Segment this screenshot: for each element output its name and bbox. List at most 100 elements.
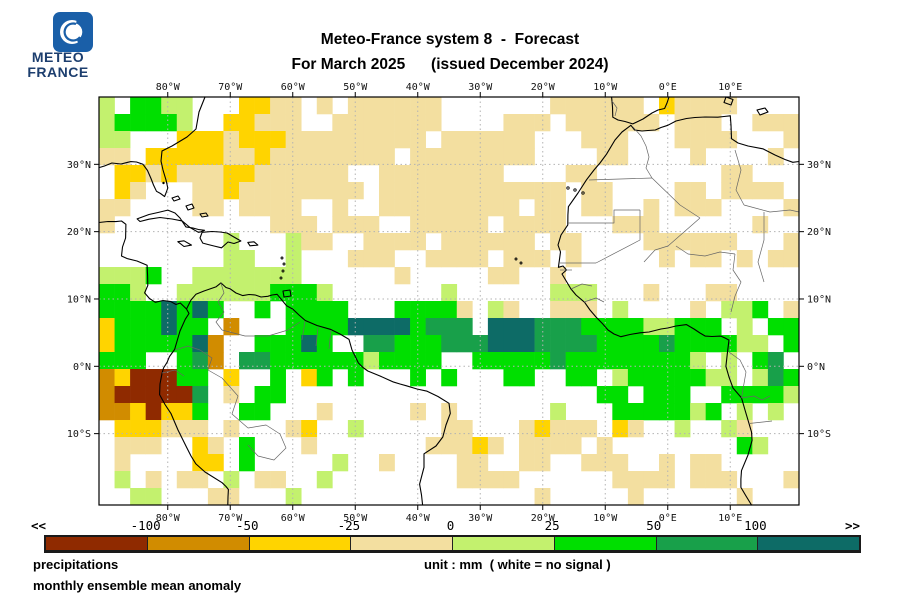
anomaly-cell <box>394 301 411 319</box>
anomaly-cell <box>690 301 706 319</box>
anomaly-cell <box>659 386 675 404</box>
anomaly-cell <box>285 420 302 438</box>
anomaly-cell <box>519 437 535 455</box>
anomaly-cell <box>99 267 115 285</box>
anomaly-cell <box>114 267 131 285</box>
anomaly-cell <box>145 148 162 166</box>
anomaly-cell <box>223 267 240 285</box>
anomaly-cell <box>456 471 473 489</box>
anomaly-cell <box>301 369 318 387</box>
anomaly-cell <box>207 148 224 166</box>
anomaly-cell <box>379 97 395 115</box>
anomaly-cell <box>161 420 178 438</box>
africa-west-coast <box>557 124 753 506</box>
anomaly-cell <box>441 199 458 217</box>
anomaly-cell <box>627 420 644 438</box>
anomaly-cell <box>394 165 411 183</box>
anomaly-cell <box>659 352 675 370</box>
anomaly-cell <box>316 369 333 387</box>
anomaly-cell <box>410 403 426 421</box>
anomaly-cell <box>441 165 458 183</box>
lake-okeechobee <box>162 181 165 185</box>
anomaly-cell <box>783 369 800 387</box>
anomaly-cell <box>783 199 800 217</box>
anomaly-cell <box>456 301 473 319</box>
anomaly-cell <box>99 131 115 149</box>
anomaly-cell <box>379 182 395 200</box>
anomaly-cell <box>239 148 255 166</box>
anomaly-cell <box>239 199 255 217</box>
anomaly-cell <box>690 352 706 370</box>
anomaly-cell <box>674 335 691 353</box>
anomaly-cell <box>145 420 162 438</box>
anomaly-cell <box>472 437 489 455</box>
anomaly-cell <box>347 148 364 166</box>
anomaly-cell <box>519 420 535 438</box>
colorbar-segment <box>554 537 657 550</box>
anomaly-cell <box>130 301 146 319</box>
anomaly-cell <box>550 403 566 421</box>
anomaly-cell <box>612 352 629 370</box>
anomaly-cell <box>254 267 271 285</box>
anomaly-cell <box>674 131 691 149</box>
anomaly-cell <box>176 420 193 438</box>
anomaly-cell <box>410 369 426 387</box>
anomaly-cell <box>114 199 131 217</box>
axis-tick-label: 10°S <box>807 429 831 440</box>
anomaly-cell <box>145 318 162 336</box>
anomaly-cell <box>550 352 566 370</box>
axis-tick-label: 30°N <box>67 160 91 171</box>
colorbar-segment <box>147 537 250 550</box>
anomaly-cell <box>99 148 115 166</box>
anomaly-cell <box>254 403 271 421</box>
anomaly-cell <box>301 284 318 302</box>
anomaly-cell <box>441 148 458 166</box>
anomaly-cell <box>550 199 566 217</box>
anomaly-cell <box>534 216 551 234</box>
anomaly-cell <box>456 131 473 149</box>
anomaly-cell <box>627 352 644 370</box>
anomaly-cell <box>659 403 675 421</box>
anomaly-cell <box>627 471 644 489</box>
anomaly-cell <box>270 386 286 404</box>
anomaly-cell <box>441 420 458 438</box>
anomaly-cell <box>270 284 286 302</box>
anomaly-cell <box>332 165 349 183</box>
anomaly-cell <box>145 403 162 421</box>
axis-tick-label: 0°E <box>659 82 677 93</box>
axis-tick-label: 10°E <box>718 513 742 524</box>
anomaly-cell <box>363 114 380 132</box>
anomaly-cell <box>519 369 535 387</box>
anomaly-cell <box>690 114 706 132</box>
anomaly-cell <box>721 131 738 149</box>
anomaly-cell <box>394 131 411 149</box>
axis-tick-label: 20°W <box>531 513 556 524</box>
anomaly-cell <box>301 148 318 166</box>
anomaly-cell <box>690 454 706 472</box>
anomaly-cell <box>690 471 706 489</box>
cape-verde-islands <box>514 257 523 265</box>
anomaly-cell <box>239 267 255 285</box>
anomaly-cell <box>239 284 255 302</box>
anomaly-cell <box>627 335 644 353</box>
anomaly-cell <box>316 301 333 319</box>
anomaly-cell <box>425 97 442 115</box>
anomaly-cell <box>161 148 178 166</box>
anomaly-cell <box>130 97 146 115</box>
anomaly-cell <box>285 352 302 370</box>
anomaly-cell <box>690 250 706 268</box>
anomaly-cell <box>659 97 675 115</box>
anomaly-cell <box>425 148 442 166</box>
anomaly-cell <box>239 114 255 132</box>
colorbar-segment <box>758 537 859 550</box>
anomaly-cell <box>379 199 395 217</box>
anomaly-cell <box>565 165 582 183</box>
anomaly-cell <box>99 284 115 302</box>
anomaly-cell <box>207 352 224 370</box>
anomaly-cell <box>394 233 411 251</box>
anomaly-cell <box>301 420 318 438</box>
anomaly-cell <box>736 403 753 421</box>
anomaly-cell <box>347 250 364 268</box>
anomaly-cell <box>410 352 426 370</box>
anomaly-cell <box>596 199 613 217</box>
